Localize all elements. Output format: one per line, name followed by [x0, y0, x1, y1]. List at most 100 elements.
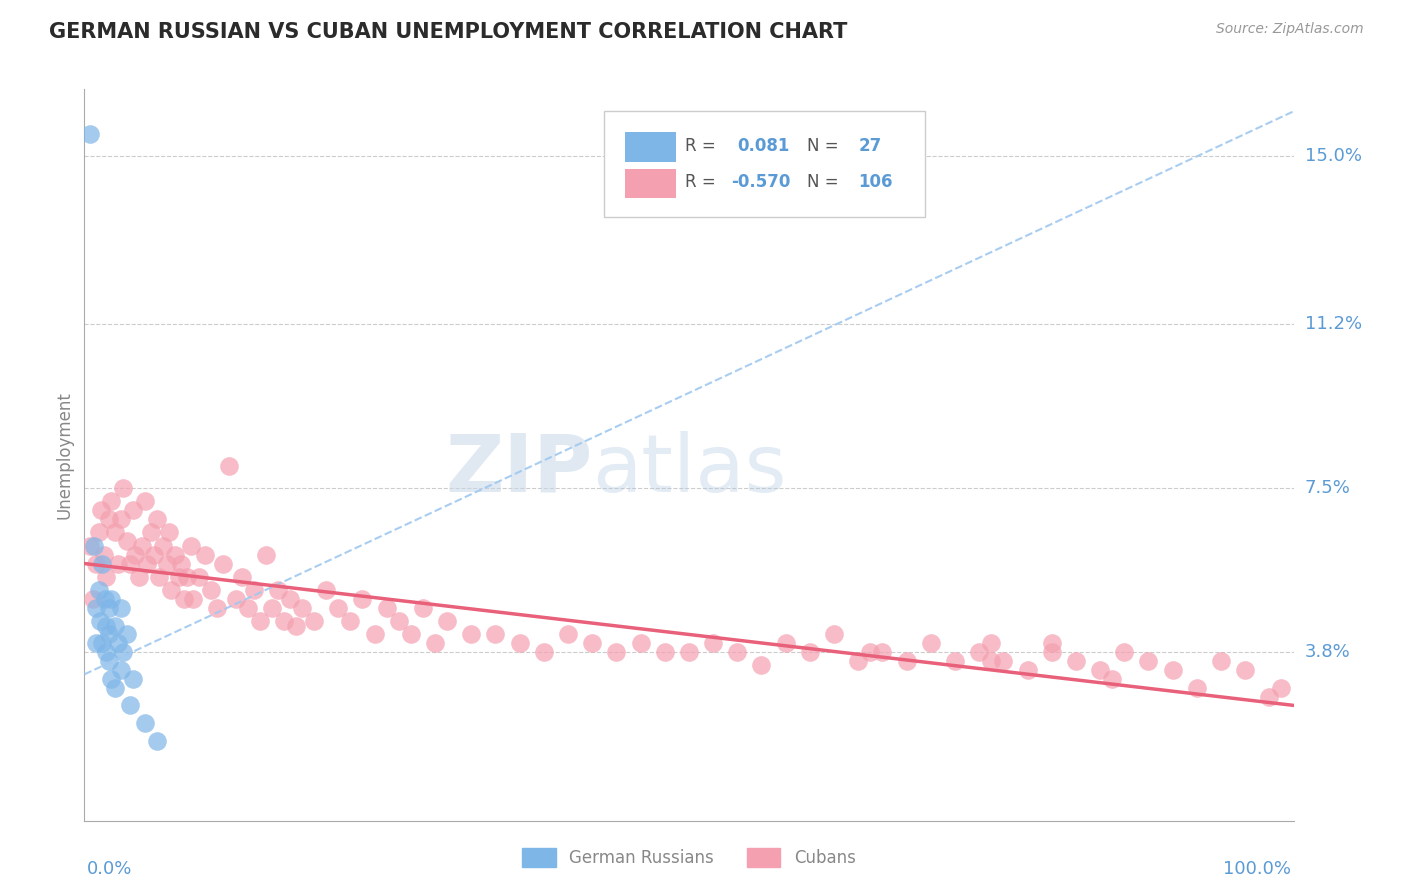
Point	[79, 539, 101, 553]
Point	[134, 716, 156, 731]
Point	[557, 627, 579, 641]
Point	[278, 592, 301, 607]
Point	[388, 614, 411, 628]
Point	[1017, 663, 1039, 677]
Point	[1137, 654, 1160, 668]
Point	[87, 525, 110, 540]
Point	[1101, 672, 1123, 686]
Point	[115, 627, 138, 641]
Point	[160, 583, 183, 598]
Point	[112, 481, 135, 495]
Point	[436, 614, 458, 628]
Point	[94, 618, 117, 632]
Point	[920, 636, 942, 650]
Point	[100, 672, 122, 686]
Text: 7.5%: 7.5%	[1305, 479, 1351, 497]
Point	[146, 734, 169, 748]
Point	[967, 645, 990, 659]
Point	[993, 654, 1015, 668]
Point	[581, 636, 603, 650]
Y-axis label: Unemployment: Unemployment	[55, 391, 73, 519]
Point	[1185, 681, 1208, 695]
Point	[1088, 663, 1111, 677]
Point	[91, 636, 114, 650]
Point	[194, 548, 217, 562]
Point	[678, 645, 700, 659]
Point	[79, 127, 101, 141]
Point	[702, 636, 724, 650]
Point	[90, 503, 112, 517]
Text: 3.8%: 3.8%	[1305, 643, 1350, 661]
Point	[173, 592, 195, 607]
Point	[94, 592, 117, 607]
Point	[980, 636, 1002, 650]
Point	[231, 570, 253, 584]
Point	[328, 600, 350, 615]
Point	[751, 658, 773, 673]
Point	[165, 548, 187, 562]
Point	[260, 600, 283, 615]
Point	[82, 592, 104, 607]
Point	[83, 539, 105, 553]
Point	[943, 654, 966, 668]
Point	[136, 557, 159, 571]
Point	[775, 636, 797, 650]
Point	[533, 645, 555, 659]
Text: -0.570: -0.570	[731, 173, 790, 191]
Point	[87, 583, 110, 598]
Legend: German Russians, Cubans: German Russians, Cubans	[522, 848, 856, 867]
Point	[1040, 636, 1063, 650]
Point	[423, 636, 446, 650]
Point	[249, 614, 271, 628]
Point	[167, 570, 190, 584]
Point	[134, 494, 156, 508]
Text: GERMAN RUSSIAN VS CUBAN UNEMPLOYMENT CORRELATION CHART: GERMAN RUSSIAN VS CUBAN UNEMPLOYMENT COR…	[49, 22, 848, 42]
Point	[1040, 645, 1063, 659]
Point	[110, 600, 132, 615]
Text: 0.081: 0.081	[737, 136, 790, 154]
Point	[363, 627, 385, 641]
Point	[180, 539, 202, 553]
Point	[236, 600, 259, 615]
Point	[188, 570, 211, 584]
Point	[1234, 663, 1257, 677]
Point	[460, 627, 482, 641]
Point	[120, 557, 142, 571]
Point	[86, 557, 108, 571]
Text: 106: 106	[858, 173, 893, 191]
Point	[1064, 654, 1087, 668]
Point	[110, 663, 132, 677]
Point	[89, 614, 111, 628]
Point	[97, 654, 120, 668]
Point	[97, 627, 120, 641]
Point	[104, 618, 127, 632]
Point	[412, 600, 434, 615]
Point	[200, 583, 222, 598]
Point	[128, 570, 150, 584]
Text: Source: ZipAtlas.com: Source: ZipAtlas.com	[1216, 22, 1364, 37]
Point	[254, 548, 277, 562]
Point	[212, 557, 235, 571]
Text: 15.0%: 15.0%	[1305, 146, 1361, 165]
Point	[980, 654, 1002, 668]
Point	[654, 645, 676, 659]
Point	[91, 557, 114, 571]
Text: N =: N =	[807, 173, 839, 191]
Point	[1258, 690, 1281, 704]
Point	[823, 627, 845, 641]
Point	[97, 512, 120, 526]
Point	[104, 525, 127, 540]
Point	[225, 592, 247, 607]
Point	[302, 614, 325, 628]
Bar	[624, 169, 676, 198]
Point	[143, 548, 166, 562]
Text: 11.2%: 11.2%	[1305, 315, 1362, 333]
Point	[121, 503, 143, 517]
Point	[218, 458, 240, 473]
Point	[86, 600, 108, 615]
Point	[131, 539, 153, 553]
Point	[110, 512, 132, 526]
Text: 27: 27	[858, 136, 882, 154]
Point	[1209, 654, 1232, 668]
Point	[112, 645, 135, 659]
